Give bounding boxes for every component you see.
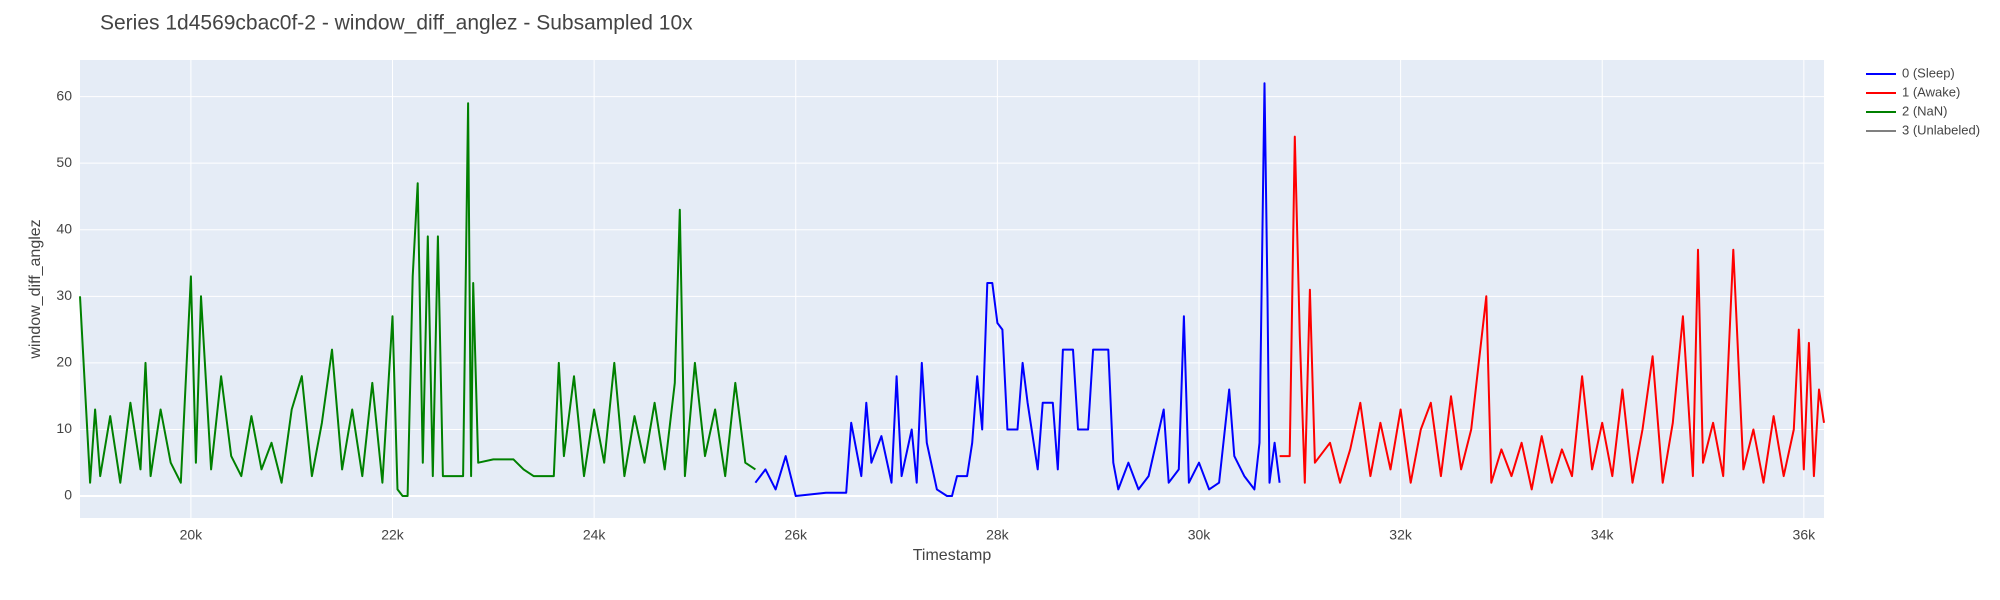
chart-title: Series 1d4569cbac0f-2 - window_diff_angl… <box>100 12 693 35</box>
y-tick-label: 0 <box>64 487 72 503</box>
lines <box>79 82 1825 497</box>
grid <box>80 60 1824 518</box>
series-line <box>79 102 756 497</box>
x-tick-label: 22k <box>381 527 405 543</box>
y-tick-label: 20 <box>56 354 72 370</box>
y-tick-label: 10 <box>56 420 72 436</box>
plot-area <box>80 60 1824 518</box>
legend-label: 1 (Awake) <box>1902 84 1960 99</box>
legend-label: 2 (NaN) <box>1902 103 1948 118</box>
x-axis-title: Timestamp <box>913 547 992 564</box>
legend-label: 3 (Unlabeled) <box>1902 122 1980 137</box>
x-tick-label: 26k <box>784 527 808 543</box>
x-tick-label: 34k <box>1591 527 1615 543</box>
y-axis-title: window_diff_anglez <box>27 219 44 359</box>
x-tick-label: 36k <box>1793 527 1817 543</box>
series-line <box>754 82 1281 497</box>
x-tick-label: 32k <box>1389 527 1413 543</box>
y-tick-label: 30 <box>56 287 72 303</box>
series-line <box>1279 135 1825 491</box>
legend-label: 0 (Sleep) <box>1902 65 1955 80</box>
x-tick-label: 24k <box>583 527 607 543</box>
y-tick-label: 40 <box>56 220 72 236</box>
y-tick-label: 60 <box>56 87 72 103</box>
x-tick-label: 20k <box>180 527 204 543</box>
y-tick-label: 50 <box>56 154 72 170</box>
x-tick-label: 28k <box>986 527 1010 543</box>
x-tick-label: 30k <box>1188 527 1212 543</box>
